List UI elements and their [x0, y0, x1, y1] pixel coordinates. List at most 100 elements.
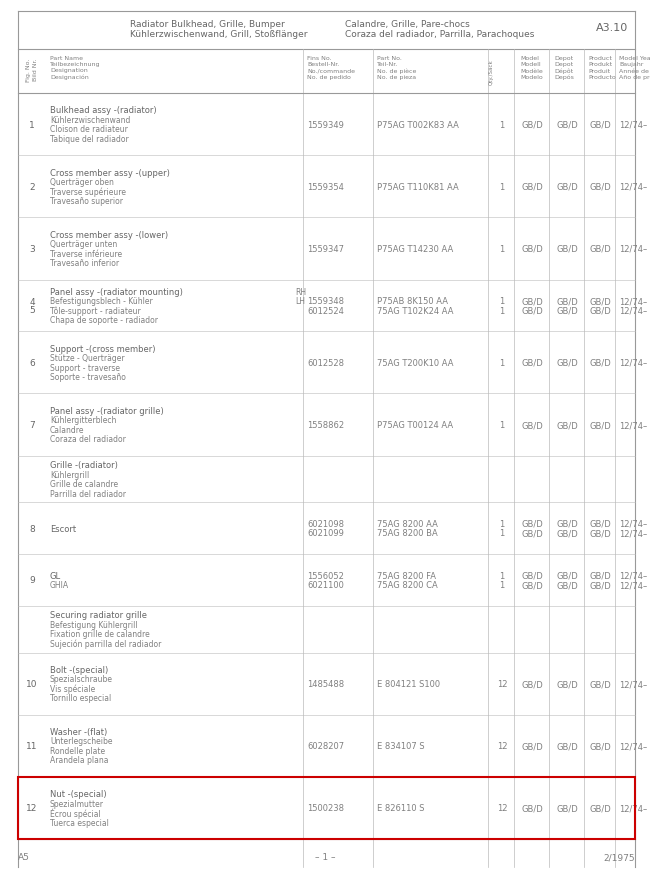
Text: GB/D: GB/D — [521, 307, 543, 316]
Text: 12/74–: 12/74– — [619, 297, 647, 306]
Text: 1485488: 1485488 — [307, 679, 344, 688]
Text: 1559354: 1559354 — [307, 182, 344, 191]
Text: GB/D: GB/D — [521, 571, 543, 580]
Text: Nut -(special): Nut -(special) — [50, 789, 107, 798]
Text: Part No.
Teil-Nr.
No. de pièce
No. de pieza: Part No. Teil-Nr. No. de pièce No. de pi… — [377, 55, 417, 80]
Text: Escort: Escort — [50, 524, 76, 533]
Text: Tuerca especial: Tuerca especial — [50, 818, 109, 827]
Text: 6012524: 6012524 — [307, 307, 344, 316]
Text: GB/D: GB/D — [521, 121, 543, 130]
Text: 1: 1 — [499, 297, 504, 306]
Text: Cloison de radiateur: Cloison de radiateur — [50, 125, 128, 134]
Text: 1: 1 — [499, 358, 504, 367]
Text: P75AB 8K150 AA: P75AB 8K150 AA — [377, 297, 448, 306]
Text: 12/74–: 12/74– — [619, 529, 647, 538]
Text: – 1 –: – 1 – — [315, 853, 335, 862]
Text: Arandela plana: Arandela plana — [50, 755, 109, 764]
Text: Befestigungsblech - Kühler: Befestigungsblech - Kühler — [50, 297, 153, 306]
Text: Part Name
Teilbezeichnung
Designation
Designación: Part Name Teilbezeichnung Designation De… — [50, 55, 101, 80]
Text: 6021098: 6021098 — [307, 519, 344, 528]
Text: GB/D: GB/D — [556, 297, 578, 306]
Text: Parrilla del radiador: Parrilla del radiador — [50, 489, 126, 498]
Text: 2/1975: 2/1975 — [603, 853, 635, 862]
Text: Chapa de soporte - radiador: Chapa de soporte - radiador — [50, 316, 158, 325]
Text: A3.10: A3.10 — [596, 23, 628, 33]
Text: GB/D: GB/D — [521, 804, 543, 813]
Text: 1: 1 — [499, 307, 504, 316]
Text: Kühlergrill: Kühlergrill — [50, 470, 89, 479]
Text: Bulkhead assy -(radiator): Bulkhead assy -(radiator) — [50, 106, 157, 115]
Text: 12/74–: 12/74– — [619, 121, 647, 130]
Text: 3: 3 — [29, 245, 35, 254]
Text: 11: 11 — [26, 741, 38, 750]
Text: GB/D: GB/D — [590, 804, 612, 813]
Text: GB/D: GB/D — [556, 182, 578, 191]
Text: 1: 1 — [499, 245, 504, 254]
Text: Depot
Depot
Dépôt
Depós: Depot Depot Dépôt Depós — [554, 55, 574, 80]
Text: Cross member assy -(lower): Cross member assy -(lower) — [50, 231, 168, 240]
Text: GB/D: GB/D — [556, 121, 578, 130]
Text: GB/D: GB/D — [556, 307, 578, 316]
Text: Kühlerzwischenwand: Kühlerzwischenwand — [50, 115, 131, 124]
Text: 9: 9 — [29, 576, 35, 585]
Text: Kühlergitterblech: Kühlergitterblech — [50, 416, 116, 425]
Text: 6028207: 6028207 — [307, 741, 344, 750]
Text: Unterlegscheibe: Unterlegscheibe — [50, 737, 112, 746]
Text: GB/D: GB/D — [521, 420, 543, 430]
Text: Travesaño inferior: Travesaño inferior — [50, 259, 119, 268]
Text: GB/D: GB/D — [556, 804, 578, 813]
Text: Grille -(radiator): Grille -(radiator) — [50, 460, 118, 469]
Text: Querträger oben: Querträger oben — [50, 178, 114, 187]
Text: GB/D: GB/D — [521, 529, 543, 538]
Text: GB/D: GB/D — [521, 580, 543, 589]
Text: 1558862: 1558862 — [307, 420, 344, 430]
Text: GB/D: GB/D — [590, 182, 612, 191]
Text: 12/74–: 12/74– — [619, 519, 647, 528]
Text: GB/D: GB/D — [521, 182, 543, 191]
Text: GB/D: GB/D — [590, 571, 612, 580]
Text: GB/D: GB/D — [556, 571, 578, 580]
Text: Cross member assy -(upper): Cross member assy -(upper) — [50, 168, 170, 177]
Text: GB/D: GB/D — [590, 741, 612, 750]
Text: Coraza del radiador, Parrilla, Parachoques: Coraza del radiador, Parrilla, Parachoqu… — [345, 30, 534, 38]
Text: P75AG T14230 AA: P75AG T14230 AA — [377, 245, 453, 254]
Text: GB/D: GB/D — [521, 519, 543, 528]
Text: P75AG T110K81 AA: P75AG T110K81 AA — [377, 182, 459, 191]
Text: Tôle-support - radiateur: Tôle-support - radiateur — [50, 306, 141, 316]
Text: GB/D: GB/D — [556, 529, 578, 538]
Text: 1: 1 — [499, 121, 504, 130]
Text: 5: 5 — [29, 306, 35, 315]
Text: GB/D: GB/D — [590, 529, 612, 538]
Text: 10: 10 — [26, 679, 38, 688]
Text: 7: 7 — [29, 420, 35, 430]
Text: Traverse supérieure: Traverse supérieure — [50, 187, 126, 197]
Text: GB/D: GB/D — [590, 307, 612, 316]
Text: GB/D: GB/D — [521, 358, 543, 367]
Text: GB/D: GB/D — [590, 358, 612, 367]
Text: 12: 12 — [497, 741, 507, 750]
Text: Model
Modell
Modèle
Modelo: Model Modell Modèle Modelo — [520, 56, 543, 80]
Text: GL: GL — [50, 571, 61, 580]
Text: 6021100: 6021100 — [307, 580, 344, 589]
Text: Fixation grille de calandre: Fixation grille de calandre — [50, 629, 150, 638]
Text: Model Year
Baujahr
Année de prod.
Año de prod.: Model Year Baujahr Année de prod. Año de… — [619, 55, 650, 80]
Text: Sujeción parrilla del radiador: Sujeción parrilla del radiador — [50, 639, 161, 648]
Text: GB/D: GB/D — [590, 679, 612, 688]
Text: E 804121 S100: E 804121 S100 — [377, 679, 440, 688]
Text: Spezialmutter: Spezialmutter — [50, 798, 104, 808]
Text: GB/D: GB/D — [556, 741, 578, 750]
Text: GB/D: GB/D — [590, 420, 612, 430]
Text: GB/D: GB/D — [521, 297, 543, 306]
Text: 1: 1 — [29, 121, 35, 130]
Text: GB/D: GB/D — [556, 519, 578, 528]
Text: 12/74–: 12/74– — [619, 358, 647, 367]
Text: Bolt -(special): Bolt -(special) — [50, 665, 109, 674]
Text: 12: 12 — [26, 804, 38, 813]
Text: 12/74–: 12/74– — [619, 182, 647, 191]
Text: Calandre: Calandre — [50, 426, 84, 434]
Text: 6021099: 6021099 — [307, 529, 344, 538]
Text: GB/D: GB/D — [556, 420, 578, 430]
Text: 2: 2 — [29, 182, 35, 191]
Text: GB/D: GB/D — [556, 580, 578, 589]
Text: 1500238: 1500238 — [307, 804, 344, 813]
